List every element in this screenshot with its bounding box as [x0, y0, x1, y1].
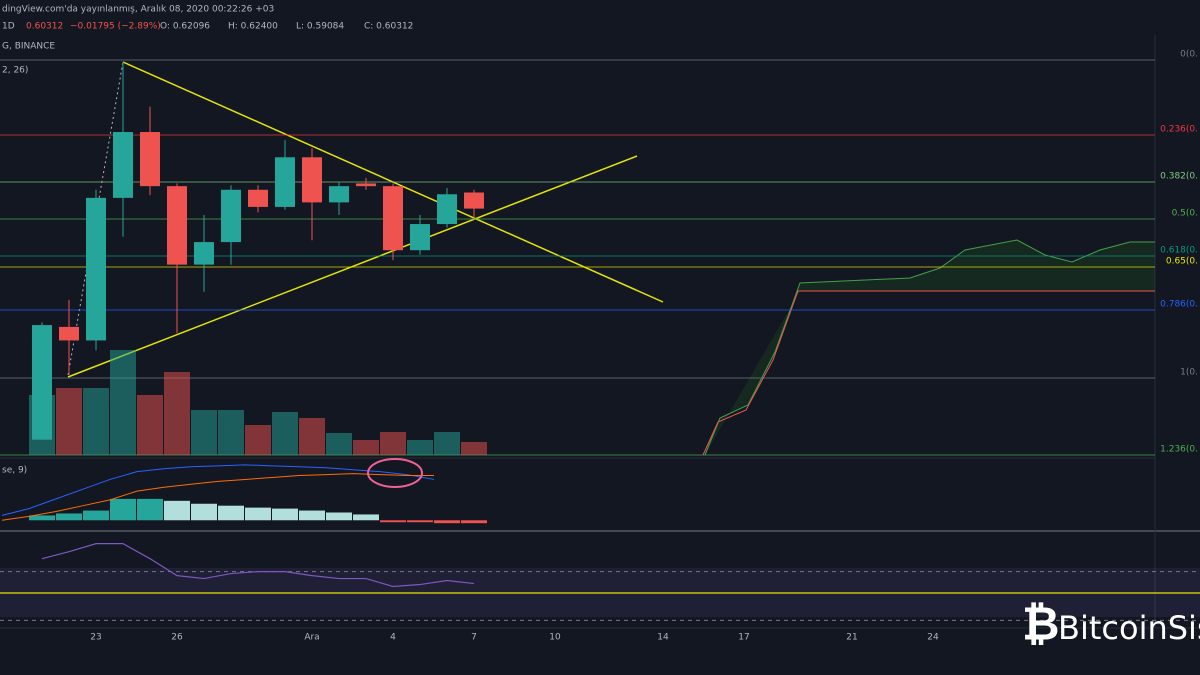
candle-body [437, 194, 457, 225]
candle-body [194, 242, 214, 265]
fib-label: 0(0. [1180, 50, 1198, 60]
x-tick-label: 17 [738, 633, 749, 643]
macd-histogram [272, 508, 298, 521]
macd-histogram [110, 498, 136, 521]
macd-histogram [380, 520, 406, 523]
candle-body [383, 186, 403, 251]
watermark: ₿ BitcoinSis [1022, 597, 1200, 651]
volume-bar [380, 432, 406, 455]
fib-label: 0.618(0. [1160, 246, 1198, 256]
fib-label: 1(0. [1180, 368, 1198, 378]
macd-histogram [137, 498, 163, 521]
volume-bar [245, 425, 271, 455]
last-price: 0.60312 [26, 22, 63, 32]
volume-bar [83, 388, 109, 455]
cloud-edge [702, 290, 1155, 456]
candle-body [167, 186, 187, 265]
macd-histogram [218, 505, 244, 521]
x-tick-label: 14 [657, 633, 669, 643]
macd-histogram [407, 520, 433, 523]
cloud-edge [704, 239, 1155, 456]
watermark-text: BitcoinSis [1058, 609, 1200, 647]
fib-label: 1.236(0. [1160, 445, 1198, 455]
macd-macd-line [1, 464, 435, 516]
indicator: 2, 26) [2, 66, 28, 76]
candle-body [275, 157, 295, 207]
highlight [367, 458, 423, 488]
x-tick-label: 4 [390, 633, 396, 643]
macd-histogram [299, 510, 325, 521]
macd-histogram [326, 512, 352, 521]
candle-body [302, 157, 322, 203]
indicator: se, 9) [2, 466, 27, 476]
candle-body [329, 186, 349, 203]
macd-histogram [434, 520, 460, 524]
volume-bar [272, 412, 298, 455]
fib-label: 0.65(0. [1166, 257, 1198, 267]
ohlc: O: 0.62096 [160, 22, 210, 32]
cloud [705, 240, 1155, 455]
x-tick-label: 7 [471, 633, 477, 643]
volume-bar [461, 442, 487, 455]
price-change: −0.01795 (−2.89%) [70, 22, 161, 32]
volume-bar [56, 388, 82, 455]
volume-bar [434, 432, 460, 455]
macd-histogram [353, 514, 379, 521]
fib-label: 0.786(0. [1160, 300, 1198, 310]
macd-histogram [164, 500, 190, 521]
interval: 1D [2, 22, 15, 32]
volume-bar [326, 433, 352, 455]
x-tick-label: 24 [927, 633, 939, 643]
volume-bar [353, 440, 379, 455]
candle-body [86, 197, 106, 341]
fib-label: 0.382(0. [1160, 172, 1198, 182]
macd-signal-line [1, 473, 434, 521]
candle-body [32, 325, 52, 440]
macd-histogram [83, 510, 109, 521]
fib-label: 0.5(0. [1172, 209, 1198, 219]
candle-body [113, 132, 133, 198]
candle-body [410, 224, 430, 251]
volume-bar [191, 410, 217, 455]
volume-bar [110, 350, 136, 455]
volume-bar [164, 372, 190, 455]
volume-bar [299, 418, 325, 455]
volume-bar [407, 440, 433, 455]
candle-body [464, 192, 484, 209]
ohlc: H: 0.62400 [228, 22, 278, 32]
candle-body [221, 189, 241, 243]
candle-body [356, 183, 376, 187]
candle-body [140, 132, 160, 187]
x-tick-label: 23 [90, 633, 101, 643]
candle-body [59, 326, 79, 341]
rsi-line [41, 543, 475, 588]
candle-body [248, 189, 268, 207]
macd-histogram [461, 520, 487, 524]
volume-bar [137, 395, 163, 455]
macd-histogram [245, 507, 271, 521]
ohlc: C: 0.60312 [364, 22, 413, 32]
x-tick-label: 21 [846, 633, 857, 643]
watermark-icon: ₿ [1022, 597, 1060, 651]
source: dingView.com'da yayınlanmış, Aralık 08, … [2, 5, 274, 15]
macd-histogram [56, 513, 82, 521]
symbol: G, BINANCE [2, 42, 55, 52]
macd-histogram [191, 503, 217, 521]
ohlc: L: 0.59084 [296, 22, 344, 32]
macd-histogram [29, 515, 55, 521]
volume-bar [218, 410, 244, 455]
fib-label: 0.236(0. [1160, 125, 1198, 135]
x-tick-label: 26 [171, 633, 183, 643]
x-tick-label: Ara [304, 633, 319, 643]
x-tick-label: 10 [549, 633, 561, 643]
